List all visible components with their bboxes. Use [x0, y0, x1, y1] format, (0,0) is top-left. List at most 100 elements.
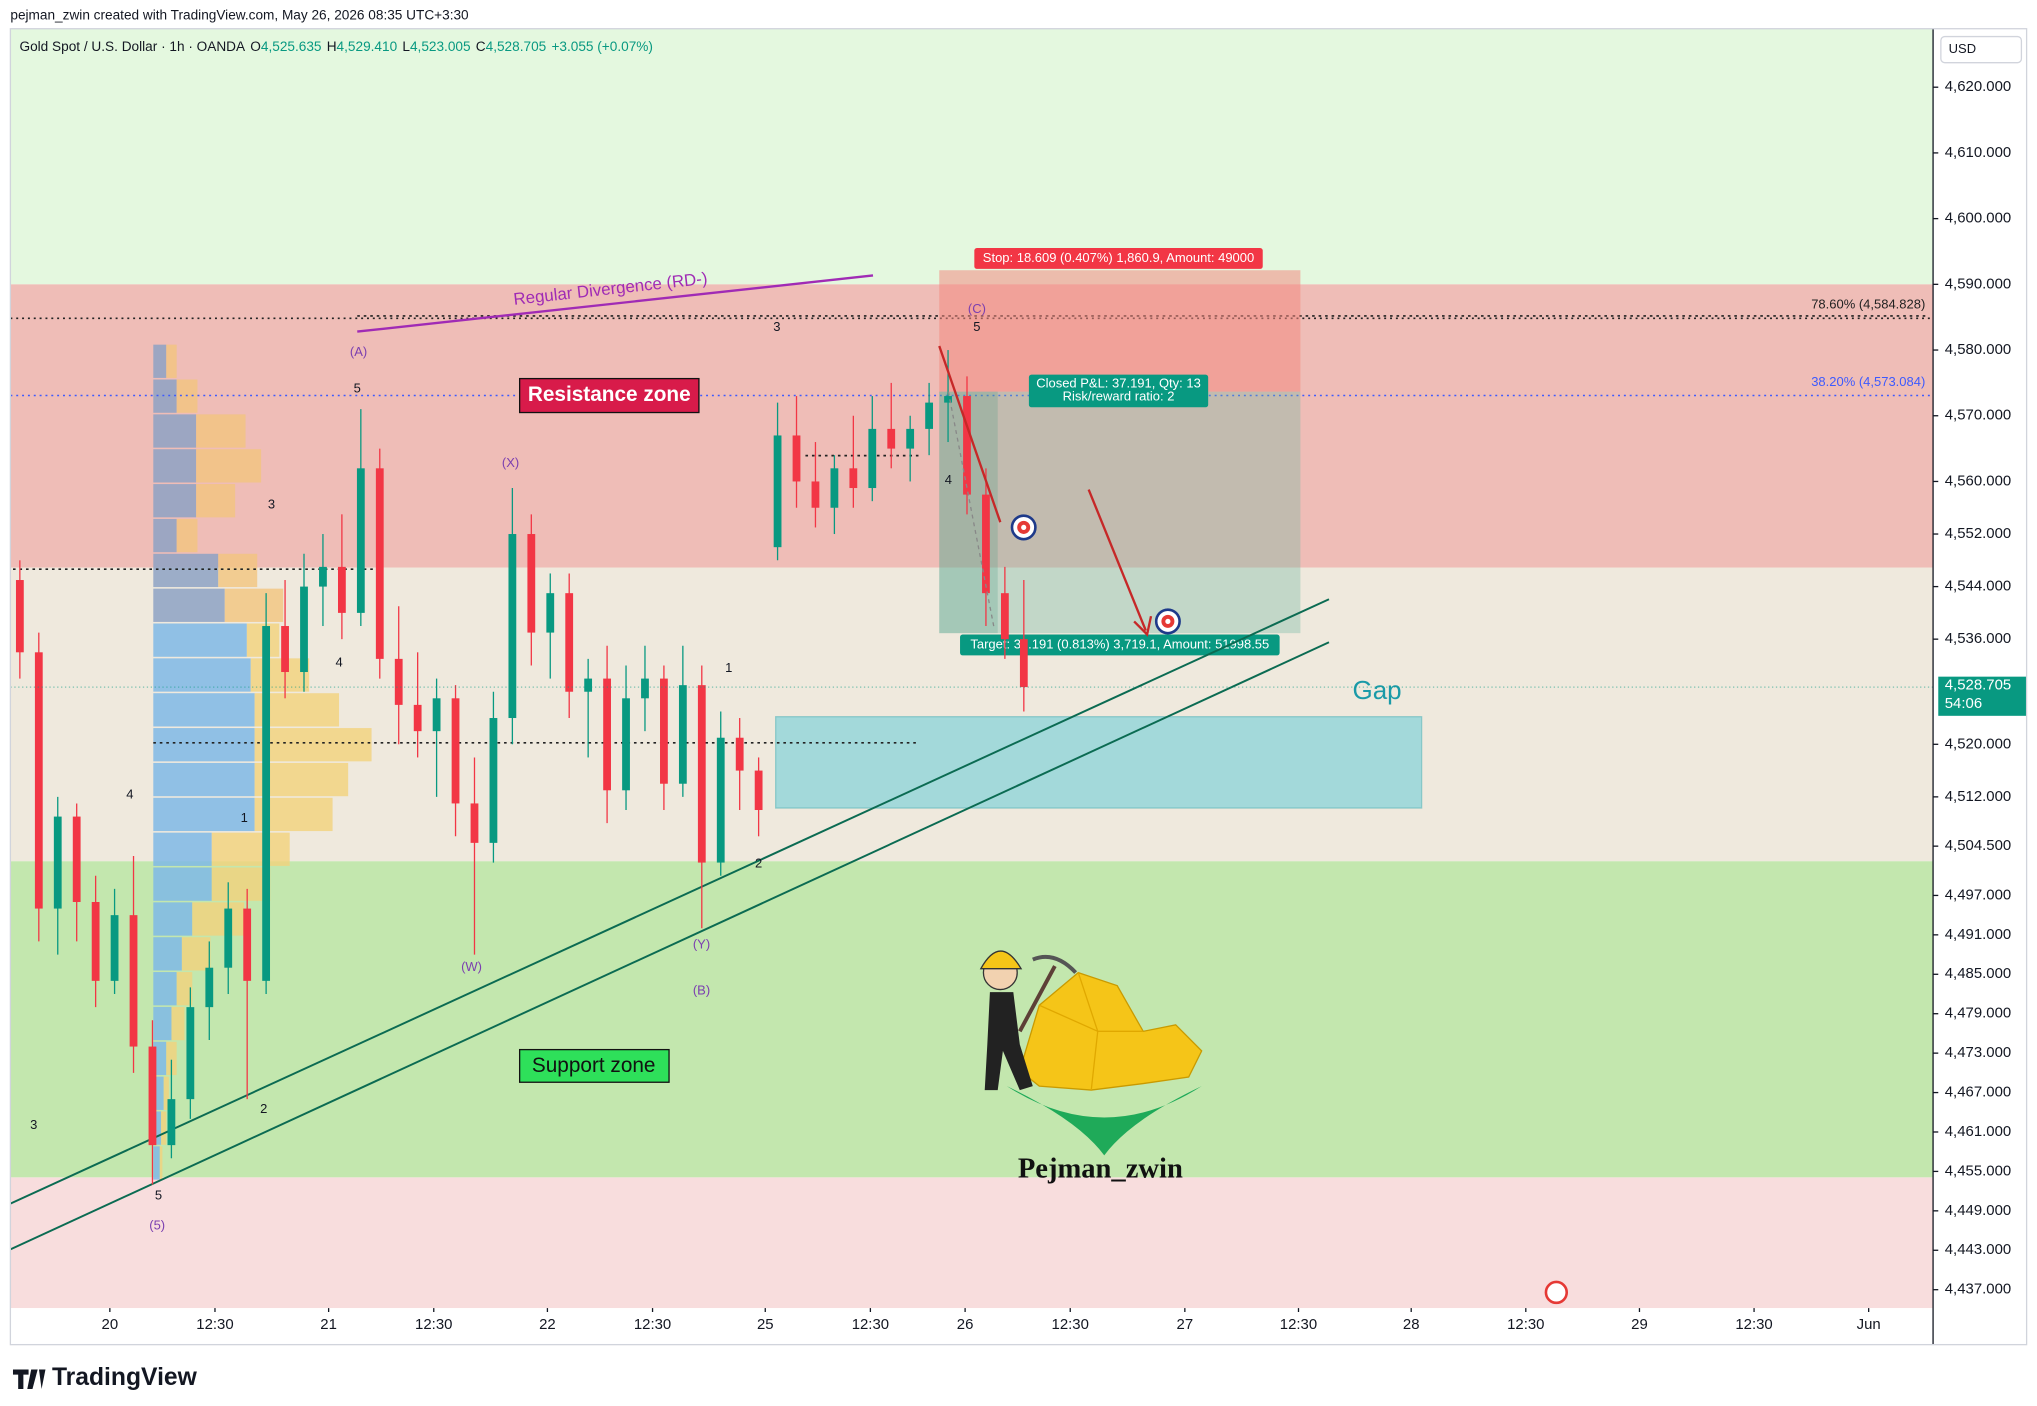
zone	[10, 861, 1934, 1178]
volume-up	[153, 484, 197, 518]
volume-up	[153, 1006, 172, 1041]
x-axis-area	[10, 1308, 1934, 1345]
candle-body	[584, 678, 593, 692]
candle-body	[697, 685, 706, 863]
dashed-path	[947, 391, 995, 627]
pickaxe	[1018, 965, 1057, 1033]
event-icon	[1544, 1280, 1569, 1305]
candle-body	[470, 803, 479, 843]
wave-label: (B)	[693, 982, 710, 997]
candle-body	[319, 566, 327, 587]
candle-body	[167, 1099, 176, 1146]
candle-body	[34, 652, 43, 909]
candle-body	[224, 908, 233, 968]
y-tick-label: 4,504.500	[1945, 837, 2011, 854]
last-price: 4,528.705	[1945, 677, 2011, 694]
candle-body	[129, 915, 138, 1047]
candle-body	[262, 626, 271, 981]
x-tick-label: 12:30	[1507, 1316, 1544, 1333]
volume-down	[250, 658, 310, 692]
candle-body	[944, 396, 952, 403]
y-tick-label: 4,590.000	[1945, 275, 2011, 292]
volume-down	[166, 1041, 177, 1076]
stop-text: Stop: 18.609 (0.407%) 1,860.9, Amount: 4…	[983, 250, 1254, 265]
chart-frame	[9, 28, 2028, 1346]
candle-body	[906, 428, 915, 449]
y-tick-label: 4,455.000	[1945, 1162, 2011, 1179]
wave-label: 1	[241, 810, 248, 825]
x-tick-label: 28	[1403, 1316, 1420, 1333]
y-tick-label: 4,473.000	[1945, 1044, 2011, 1061]
candle-body	[963, 396, 971, 495]
volume-up	[153, 728, 255, 762]
volume-down	[161, 1111, 167, 1145]
candle-body	[281, 626, 289, 673]
volume-down	[196, 449, 262, 483]
currency: USD	[1949, 41, 1976, 56]
arrow	[1087, 489, 1147, 631]
pickaxe-head	[1032, 954, 1078, 974]
y-tick-label: 4,560.000	[1945, 472, 2011, 489]
volume-up	[153, 518, 177, 553]
volume-up	[153, 588, 225, 622]
candle-body	[678, 685, 687, 784]
candle-body	[660, 678, 668, 784]
ohlc-key: H	[327, 39, 337, 54]
volume-down	[176, 518, 198, 553]
miner-body	[984, 992, 1033, 1091]
wave-label: (X)	[502, 455, 519, 470]
volume-up	[153, 1041, 167, 1076]
y-tick-label: 4,443.000	[1945, 1241, 2011, 1258]
volume-up	[153, 1146, 160, 1180]
volume-up	[153, 797, 255, 832]
candle-body	[413, 704, 422, 732]
volume-up	[153, 902, 193, 936]
arrow	[938, 345, 1002, 523]
candle-body	[432, 698, 441, 732]
x-tick-label: 20	[102, 1316, 119, 1333]
wave-label: 3	[268, 497, 275, 512]
y-tick-label: 4,491.000	[1945, 926, 2011, 943]
candle-body	[982, 494, 990, 594]
volume-up	[153, 867, 212, 901]
candle-body	[735, 737, 744, 771]
wave-label: (C)	[968, 301, 986, 316]
candle-body	[300, 586, 308, 673]
volume-up	[153, 623, 247, 657]
candle-body	[546, 593, 555, 633]
target-icon	[1165, 618, 1171, 625]
x-tick-label: 26	[957, 1316, 974, 1333]
x-tick-label: 21	[320, 1316, 337, 1333]
volume-up	[153, 937, 182, 971]
zone	[775, 716, 1423, 809]
candle-body	[337, 566, 346, 613]
x-tick-label: 12:30	[1280, 1316, 1317, 1333]
wave-label: (Y)	[693, 937, 710, 952]
candle-body	[53, 816, 62, 909]
wave-label: 4	[126, 786, 133, 801]
y-tick-label: 4,520.000	[1945, 735, 2011, 752]
volume-down	[192, 902, 245, 936]
candle-body	[394, 658, 403, 705]
wave-label: 2	[755, 856, 762, 871]
countdown: 54:06	[1945, 695, 1982, 712]
y-tick-label: 4,552.000	[1945, 525, 2011, 542]
candle-body	[451, 698, 460, 804]
candle-body	[1000, 593, 1009, 640]
y-tick-label: 4,570.000	[1945, 407, 2011, 424]
logo-text: TradingView	[52, 1364, 198, 1391]
volume-down	[163, 1076, 169, 1110]
ohlc-value: 4,525.635	[261, 39, 322, 54]
x-tick-label: 12:30	[415, 1316, 452, 1333]
ohlc-value: 4,528.705	[486, 39, 547, 54]
candle-body	[754, 770, 763, 811]
wave-label: (A)	[350, 344, 367, 359]
x-tick-label: 12:30	[634, 1316, 671, 1333]
fib-label: 78.60% (4,584.828)	[1811, 297, 1925, 312]
candle-body	[925, 402, 934, 429]
x-tick-label: 12:30	[1052, 1316, 1089, 1333]
candle-body	[1019, 639, 1028, 688]
closed-text: Closed P&L: 37.191, Qty: 13	[1036, 375, 1201, 390]
